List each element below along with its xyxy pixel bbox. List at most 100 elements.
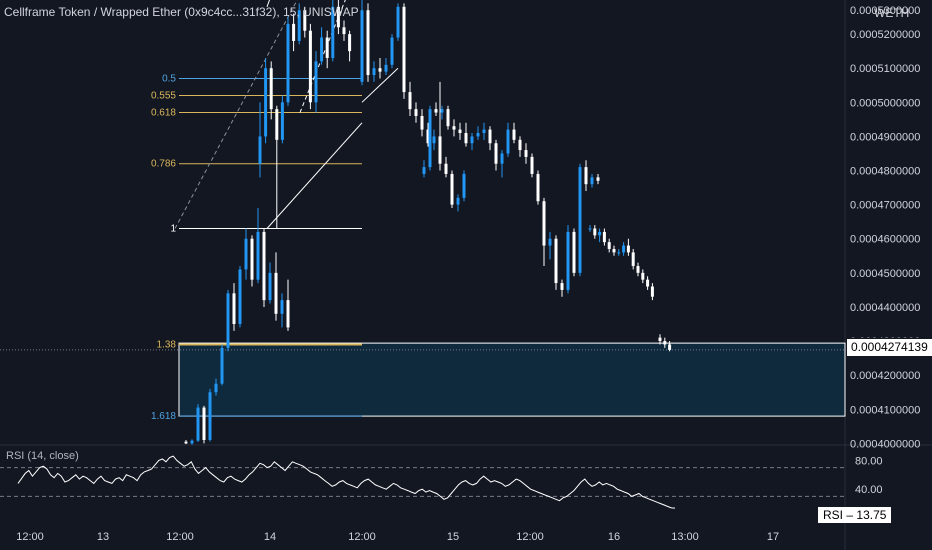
candle-body xyxy=(646,279,650,287)
price-axis-tick-label: 0.0004200000 xyxy=(850,370,920,382)
price-axis-tick-label: 0.0004900000 xyxy=(850,131,920,143)
channel-lower-line xyxy=(266,122,363,229)
candle-body xyxy=(244,238,248,270)
price-axis-tick-label: 0.0004100000 xyxy=(850,404,920,416)
candle-body xyxy=(506,129,510,154)
candle-body xyxy=(462,173,466,198)
quote-currency-label: WETH xyxy=(874,6,910,20)
candle-body xyxy=(500,153,504,164)
candle-body xyxy=(578,167,582,273)
candle-body xyxy=(286,23,290,103)
candle-body xyxy=(598,231,602,236)
candle-body xyxy=(596,177,600,181)
candle-body xyxy=(432,136,436,144)
candle-body xyxy=(232,293,236,325)
candle-body xyxy=(250,238,254,280)
candle-body xyxy=(602,231,606,243)
rsi-badge-value: 13.75 xyxy=(856,508,887,522)
candle-body xyxy=(396,6,400,38)
candle-body xyxy=(378,68,382,72)
time-axis-tick-label: 12:00 xyxy=(348,531,376,543)
candle-body xyxy=(342,27,346,35)
candle-body xyxy=(622,245,626,253)
candle-body xyxy=(336,6,340,28)
fib-level-label: 0.618 xyxy=(151,108,176,119)
candle-body xyxy=(572,231,576,273)
fib-level-label: 0.5 xyxy=(162,73,176,84)
price-axis-tick-label: 0.0004600000 xyxy=(850,234,920,246)
fib-level-label: 0.786 xyxy=(151,159,176,170)
candle-body xyxy=(420,115,424,130)
candle-body xyxy=(444,163,448,174)
candle-body xyxy=(220,347,224,384)
candle-body xyxy=(548,238,552,246)
candle-body xyxy=(434,109,438,113)
candle-body xyxy=(458,129,462,134)
time-axis-tick-label: 13:00 xyxy=(671,531,699,543)
candle-body xyxy=(238,269,242,325)
candle-body xyxy=(470,136,474,144)
candle-body xyxy=(584,167,588,185)
candle-body xyxy=(518,139,522,151)
candle-body xyxy=(456,197,460,205)
candle-body xyxy=(422,167,426,174)
time-axis-tick-label: 13 xyxy=(97,531,109,543)
candle-body xyxy=(226,293,230,348)
price-axis-tick-label: 0.0004800000 xyxy=(850,166,920,178)
candle-body xyxy=(268,272,272,301)
rsi-value-badge: RSI – 13.75 xyxy=(818,507,892,523)
candle-body xyxy=(408,92,412,110)
candle-body xyxy=(184,441,188,444)
price-axis-tick-label: 0.0004400000 xyxy=(850,302,920,314)
candle-body xyxy=(440,109,444,113)
candle-body xyxy=(366,10,370,76)
candle-body xyxy=(668,344,672,350)
candle-body xyxy=(512,129,516,140)
time-axis-tick-label: 17 xyxy=(767,531,779,543)
candle-body xyxy=(280,300,284,314)
candle-body xyxy=(641,272,645,280)
candle-body xyxy=(348,34,352,52)
time-axis-tick-label: 16 xyxy=(608,531,620,543)
rsi-badge-dash: – xyxy=(846,508,854,522)
candle-body xyxy=(663,341,667,345)
candle-body xyxy=(390,37,394,65)
candle-body xyxy=(494,143,498,164)
candle-body xyxy=(560,283,564,290)
candle-body xyxy=(566,231,570,290)
fib-trend-dashed-line xyxy=(174,0,298,229)
candle-body xyxy=(264,68,268,137)
candle-body xyxy=(428,109,432,168)
candle-body xyxy=(524,150,528,157)
candle-body xyxy=(325,37,329,58)
candle-body xyxy=(275,109,279,140)
candle-body xyxy=(536,173,540,202)
time-axis-tick-label: 12:00 xyxy=(166,531,194,543)
candle-body xyxy=(588,228,592,230)
candle-body xyxy=(297,10,301,41)
candle-body xyxy=(617,252,621,254)
rsi-indicator-label[interactable]: RSI (14, close) xyxy=(6,450,79,462)
fib-level-label: 1.618 xyxy=(151,411,176,422)
candle-body xyxy=(650,286,654,297)
channel-right-line xyxy=(361,67,399,103)
price-axis-tick-label: 0.0004000000 xyxy=(850,438,920,450)
price-axis-tick-label: 0.0004700000 xyxy=(850,200,920,212)
candle-body xyxy=(269,68,273,110)
candle-body xyxy=(593,228,597,236)
candle-body xyxy=(280,102,284,140)
rsi-line xyxy=(17,455,676,509)
candle-body xyxy=(607,242,611,249)
candle-body xyxy=(438,136,442,164)
price-axis-tick-label: 0.0005100000 xyxy=(850,63,920,75)
time-axis-tick-label: 15 xyxy=(447,531,459,543)
candle-body xyxy=(658,337,662,342)
candle-body xyxy=(384,64,388,72)
candle-body xyxy=(308,30,312,103)
candle-body xyxy=(402,6,406,93)
candle-body xyxy=(452,126,456,130)
candle-body xyxy=(464,133,468,144)
candle-body xyxy=(626,245,630,253)
time-axis-tick-label: 12:00 xyxy=(16,531,44,543)
